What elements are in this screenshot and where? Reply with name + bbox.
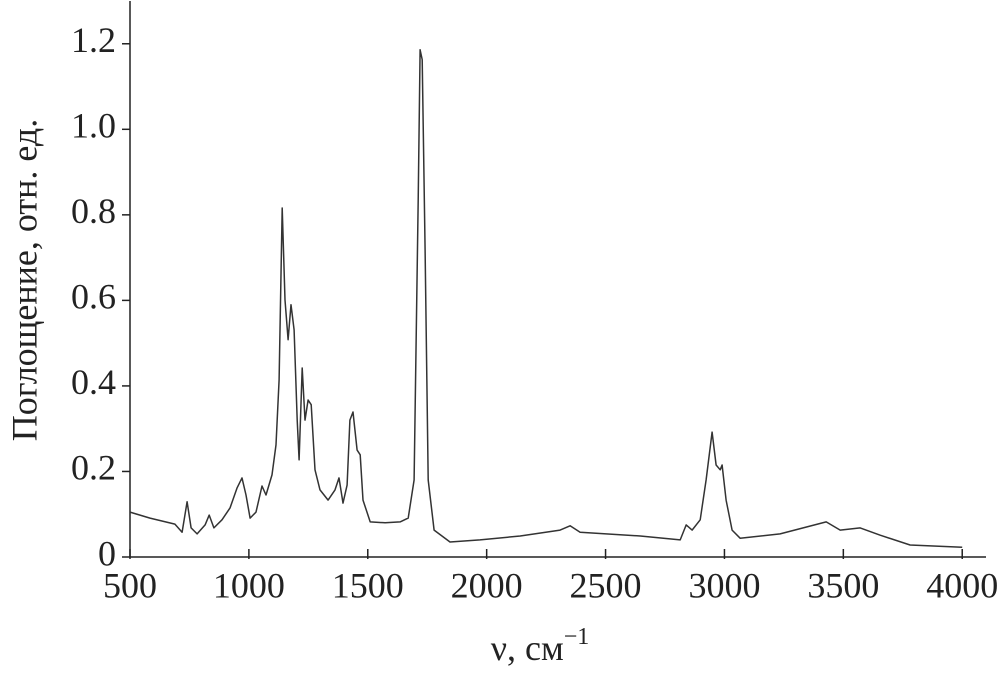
x-tick-label: 500 [103, 565, 157, 605]
x-axis-label-superscript: −1 [564, 624, 590, 650]
x-tick-label: 2000 [451, 565, 523, 605]
y-tick-label: 1.2 [71, 20, 116, 60]
x-tick-label: 1000 [213, 565, 285, 605]
y-tick-label: 0.6 [71, 277, 116, 317]
y-axis-label: Поглощение, отн. ед. [4, 119, 44, 441]
x-tick-label: 1500 [332, 565, 404, 605]
y-tick-label: 0.2 [71, 448, 116, 488]
y-tick-label: 0.8 [71, 191, 116, 231]
y-tick-label: 0.4 [71, 362, 116, 402]
y-tick-label: 1.0 [71, 106, 116, 146]
spectrum-line [129, 49, 963, 548]
x-tick-label: 3000 [688, 565, 760, 605]
x-tick-label: 3500 [807, 565, 879, 605]
y-tick-label: 0 [98, 533, 116, 573]
x-tick-label: 2500 [570, 565, 642, 605]
x-axis-label: ν, см−1 [491, 624, 590, 669]
x-tick-label: 4000 [926, 565, 998, 605]
x-axis-label-main: ν, см [491, 628, 564, 668]
